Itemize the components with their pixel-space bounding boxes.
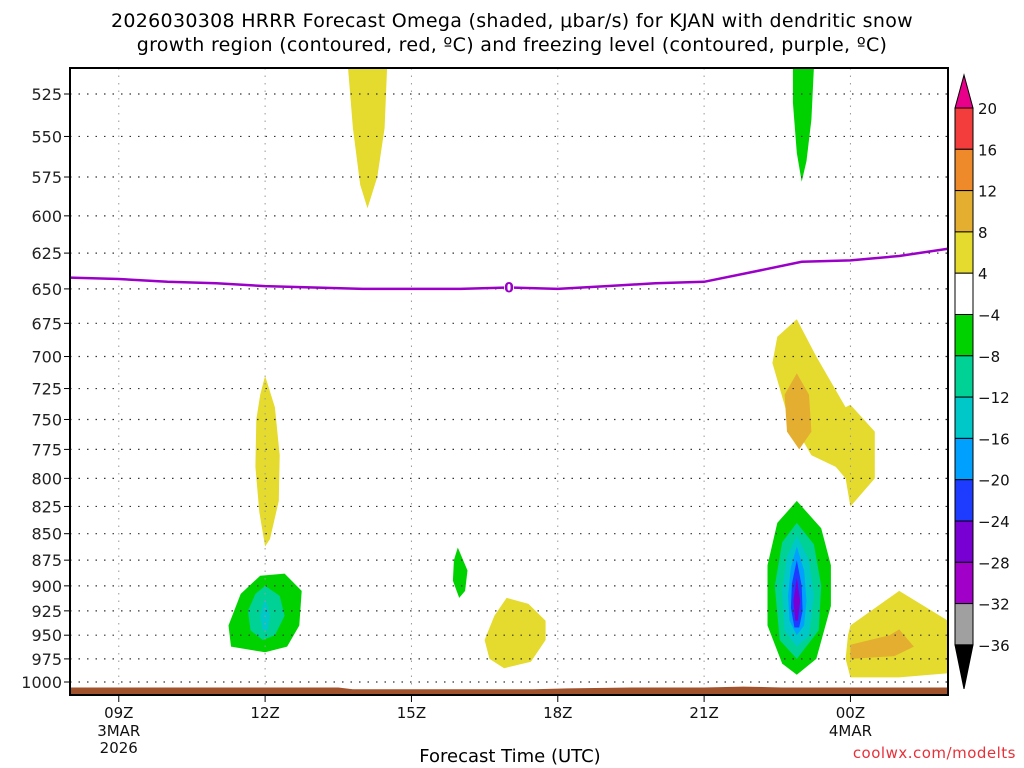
y-tick-label-650: 650 — [31, 280, 62, 299]
y-tick-label-625: 625 — [31, 244, 62, 263]
colorbar-bin-12to16 — [954, 148, 974, 192]
omega-shading — [228, 68, 948, 678]
y-tick-label-825: 825 — [31, 497, 62, 516]
x-tick-sublabel-3MAR: 3MAR — [97, 722, 140, 740]
y-tick-label-850: 850 — [31, 525, 62, 544]
y-axis: 525 550 575 600 625 650 675 700 725 750 775 800 825 8… — [21, 85, 70, 692]
y-tick-label-750: 750 — [31, 410, 62, 429]
colorbar-bin--12to-8 — [954, 355, 974, 398]
y-tick-label-800: 800 — [31, 469, 62, 488]
colorbar-bin-8to12 — [954, 190, 974, 233]
omega-region-lower-right-rise-inner — [850, 629, 914, 659]
y-tick-label-950: 950 — [31, 626, 62, 645]
x-tick-label-18Z: 18Z — [543, 704, 572, 722]
grid-lines — [70, 68, 948, 695]
freezing-level: 0 — [70, 247, 948, 296]
y-tick-label-1000: 1000 — [21, 673, 62, 692]
colorbar-level--36: −36 — [978, 637, 1010, 655]
y-tick-label-700: 700 — [31, 348, 62, 367]
colorbar-bin--28to-24 — [954, 520, 974, 563]
colorbar-bin--8to-4 — [954, 314, 974, 357]
x-tick-sublabel-4MAR: 4MAR — [829, 722, 872, 740]
colorbar-level--8: −8 — [978, 348, 1000, 366]
x-tick-sublabel-2026: 2026 — [100, 739, 138, 757]
colorbar-level--20: −20 — [978, 472, 1010, 490]
y-tick-label-925: 925 — [31, 602, 62, 621]
omega-region-low-17Z-rise — [484, 597, 546, 669]
omega-region-upper-weak-sink — [792, 68, 814, 182]
freezing-label-bg — [504, 280, 514, 295]
colorbar-bin-16to20 — [954, 107, 974, 150]
y-tick-label-525: 525 — [31, 85, 62, 104]
chart-title-line2: growth region (contoured, red, ºC) and f… — [136, 34, 888, 56]
y-tick-label-775: 775 — [31, 440, 62, 459]
omega-region-upper-right-rise-inner — [784, 373, 812, 450]
y-tick-label-975: 975 — [31, 650, 62, 669]
terrain-fill — [70, 686, 948, 694]
colorbar-bin--20to-16 — [954, 437, 974, 481]
x-tick-label-21Z: 21Z — [689, 704, 718, 722]
credit-link[interactable]: coolwx.com/modelts — [852, 744, 1016, 762]
y-tick-label-600: 600 — [31, 207, 62, 226]
colorbar-level--28: −28 — [978, 554, 1010, 572]
colorbar-level-20: 20 — [978, 100, 997, 118]
colorbar-bin-4to8 — [954, 231, 974, 274]
x-axis-title: Forecast Time (UTC) — [419, 746, 601, 767]
omega-region-upper-right-rise-outer — [772, 319, 875, 507]
colorbar-bin--24to-20 — [954, 479, 974, 522]
chart-title-line1: 2026030308 HRRR Forecast Omega (shaded, … — [111, 10, 913, 32]
colorbar-arrow-up — [954, 73, 974, 109]
colorbar-level-16: 16 — [978, 141, 997, 159]
y-tick-label-875: 875 — [31, 551, 62, 570]
y-tick-label-725: 725 — [31, 380, 62, 399]
colorbar-level--24: −24 — [978, 513, 1010, 531]
y-tick-label-550: 550 — [31, 127, 62, 146]
colorbar-bin--32to-28 — [954, 561, 974, 605]
omega-region-small-sink-16Z — [452, 547, 468, 598]
colorbar-level-12: 12 — [978, 183, 997, 201]
omega-region-midlevel-12Z — [255, 375, 280, 547]
colorbar-arrow-down — [954, 644, 974, 690]
colorbar-level-4: 4 — [978, 265, 988, 283]
x-tick-label-00Z: 00Z — [836, 704, 865, 722]
omega-region-upper-weak-rise — [348, 68, 388, 209]
y-tick-label-900: 900 — [31, 577, 62, 596]
x-tick-label-12Z: 12Z — [250, 704, 279, 722]
colorbar-level--4: −4 — [978, 307, 1000, 325]
colorbar-level-8: 8 — [978, 224, 988, 242]
colorbar-level--16: −16 — [978, 430, 1010, 448]
colorbar-bin--16to-12 — [954, 396, 974, 439]
x-tick-label-15Z: 15Z — [397, 704, 426, 722]
colorbar-bin--36to-32 — [954, 603, 974, 646]
omega-region-low-12Z-sink-core — [260, 597, 270, 631]
colorbar-level--12: −12 — [978, 389, 1010, 407]
colorbar-level--32: −32 — [978, 596, 1010, 614]
freezing-level-label: 0 — [504, 280, 514, 296]
colorbar-bin--4to4 — [954, 272, 974, 316]
plot-frame — [69, 67, 949, 696]
x-tick-label-09Z: 09Z — [104, 704, 133, 722]
y-tick-label-575: 575 — [31, 168, 62, 187]
colorbar: 20 16 12 8 4 −4 −8 −12 −16 −20 −24 −28 −32 −36 — [954, 73, 1010, 690]
omega-region-deep-sink-core — [793, 577, 801, 621]
y-tick-label-675: 675 — [31, 314, 62, 333]
terrain — [70, 686, 948, 694]
